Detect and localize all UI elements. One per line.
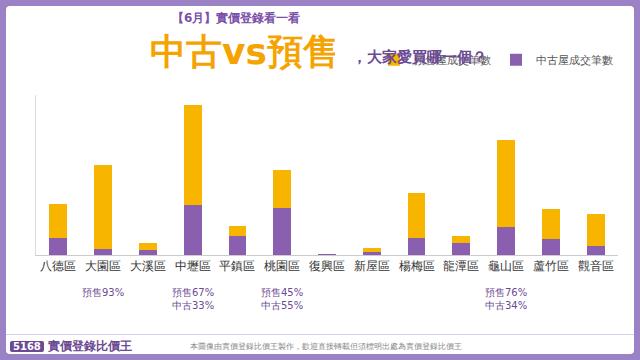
html-text:，大家愛買哪一個？: ，大家愛買哪一個？ — [352, 48, 487, 66]
svg-text:中古屋成交筆數: 中古屋成交筆數 — [536, 54, 613, 67]
html-text:中古vs預售: 中古vs預售 — [150, 31, 339, 72]
svg-text:龜山區: 龜山區 — [488, 259, 524, 273]
html-text:實價登錄比價王: 實價登錄比價王 — [47, 339, 132, 353]
html-text:5168: 5168 — [13, 341, 41, 352]
svg-text:預售45%中古55%: 預售45%中古55% — [261, 287, 303, 311]
svg-text:蘆竹區: 蘆竹區 — [533, 259, 569, 273]
svg-text:平鎮區: 平鎮區 — [219, 259, 255, 273]
svg-text:八德區: 八德區 — [40, 259, 76, 273]
svg-text:桃園區: 桃園區 — [264, 259, 300, 273]
svg-text:新屋區: 新屋區 — [354, 259, 390, 273]
svg-text:復興區: 復興區 — [309, 259, 345, 273]
svg-text:楊梅區: 楊梅區 — [399, 259, 435, 273]
svg-text:預售93%: 預售93% — [82, 287, 124, 298]
svg-text:大溪區: 大溪區 — [130, 259, 166, 273]
html-text:本圖像由實價登錄比價王製作，歡迎直接轉載但須標明出處為實價登: 本圖像由實價登錄比價王製作，歡迎直接轉載但須標明出處為實價登錄比價王 — [190, 342, 462, 351]
svg-text:龍潭區: 龍潭區 — [443, 259, 479, 273]
svg-text:大園區: 大園區 — [85, 259, 121, 273]
svg-text:預售76%中古34%: 預售76%中古34% — [485, 287, 527, 311]
svg-text:預售67%中古33%: 預售67%中古33% — [172, 287, 214, 311]
html-text:【6月】實價登錄看一看: 【6月】實價登錄看一看 — [172, 11, 301, 25]
svg-text:觀音區: 觀音區 — [578, 259, 614, 273]
svg-text:中壢區: 中壢區 — [175, 259, 211, 273]
